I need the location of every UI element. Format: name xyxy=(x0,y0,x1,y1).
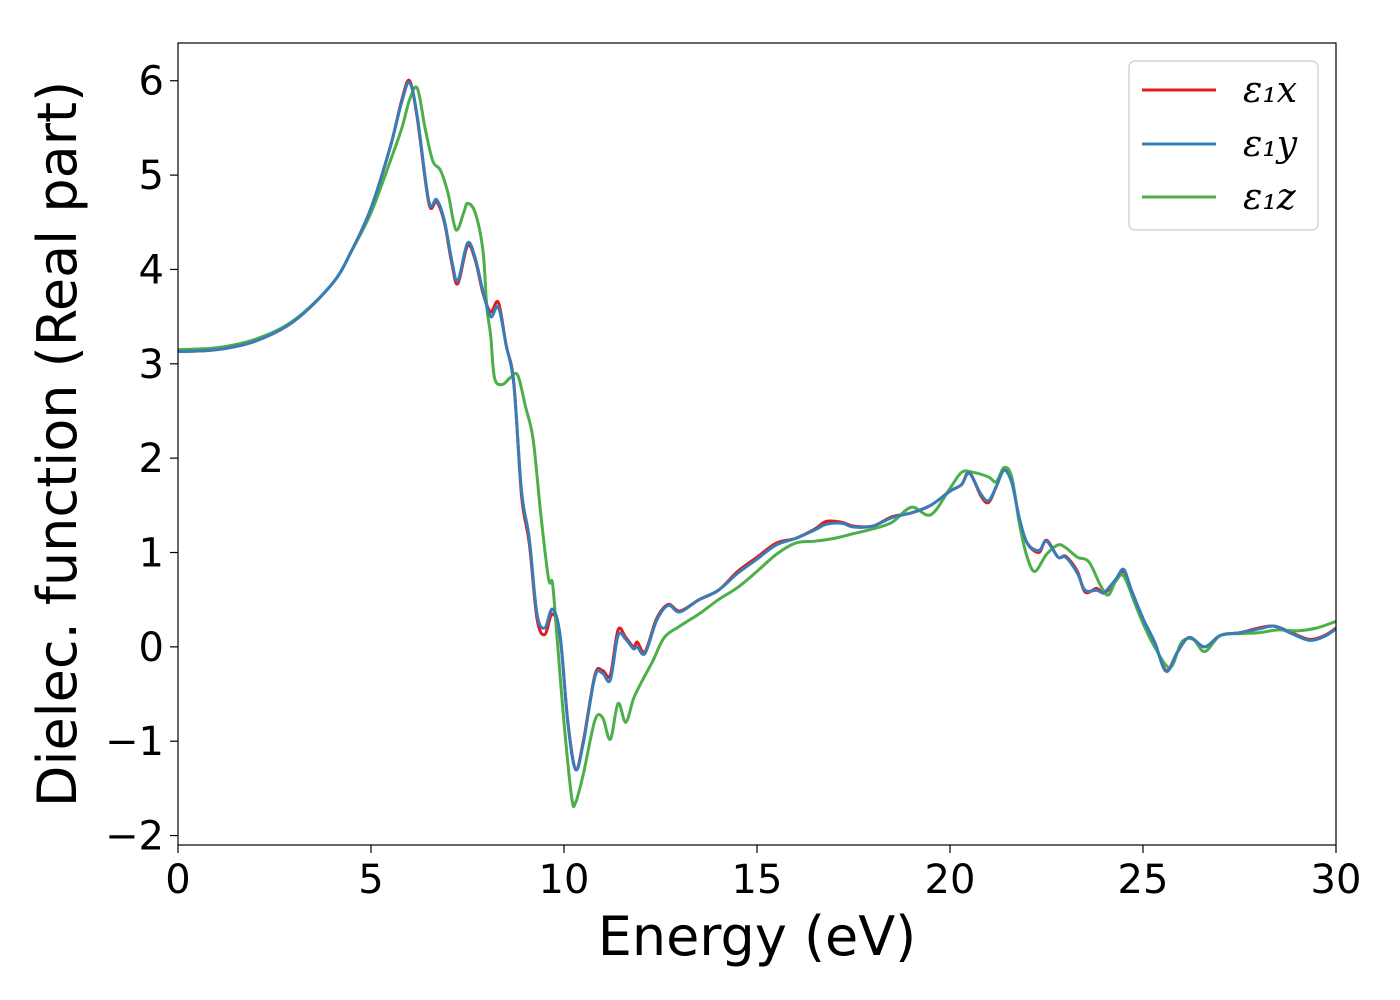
x-tick-label: 0 xyxy=(165,857,190,903)
y-tick-label: 5 xyxy=(139,153,164,199)
x-tick-label: 10 xyxy=(539,857,590,903)
series-line-e1z xyxy=(177,85,1337,809)
x-tick-label: 5 xyxy=(358,857,383,903)
y-tick-label: −2 xyxy=(105,814,164,860)
y-axis-title: Dielec. function (Real part) xyxy=(26,81,89,807)
x-tick-label: 25 xyxy=(1118,857,1169,903)
x-tick-label: 30 xyxy=(1311,857,1362,903)
x-tick-label: 15 xyxy=(732,857,783,903)
y-tick-label: 3 xyxy=(139,342,164,388)
y-tick-label: 6 xyxy=(139,59,164,105)
x-axis-title: Energy (eV) xyxy=(598,905,917,968)
legend-label-e1y: ε₁y xyxy=(1243,124,1298,165)
plot-lines xyxy=(177,78,1337,809)
x-tick-label: 20 xyxy=(925,857,976,903)
legend-box xyxy=(1128,60,1319,231)
y-tick-label: 2 xyxy=(139,436,164,482)
y-tick-label: −1 xyxy=(105,719,164,765)
y-tick-label: 1 xyxy=(139,531,164,577)
legend-label-e1x: ε₁x xyxy=(1243,70,1297,111)
legend-label-e1z: ε₁z xyxy=(1243,177,1297,218)
y-tick-label: 4 xyxy=(139,247,164,293)
y-axis-ticks: −2 −1 0 1 2 3 4 5 6 xyxy=(105,59,178,860)
series-line-e1y xyxy=(177,80,1337,772)
plot-frame xyxy=(177,42,1337,846)
legend: ε₁x ε₁y ε₁z xyxy=(1128,60,1319,231)
y-tick-label: 0 xyxy=(139,625,164,671)
x-axis-ticks: 0 5 10 15 20 25 30 xyxy=(165,845,1361,903)
